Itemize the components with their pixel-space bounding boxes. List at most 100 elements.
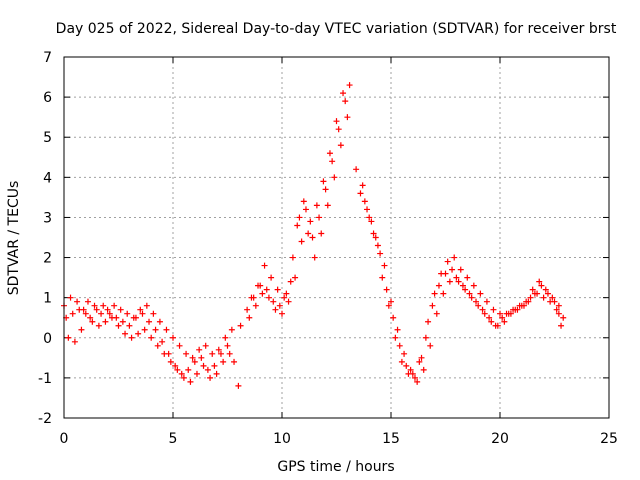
- data-point: [146, 318, 153, 325]
- data-point: [433, 310, 440, 317]
- data-point: [270, 298, 277, 305]
- data-point: [331, 174, 338, 181]
- data-point: [137, 306, 144, 313]
- data-point: [296, 214, 303, 221]
- y-tick-label: -1: [38, 371, 52, 387]
- data-point: [531, 290, 538, 297]
- y-tick-label: 4: [43, 170, 52, 186]
- data-point: [318, 230, 325, 237]
- data-point: [313, 202, 320, 209]
- data-point: [148, 334, 155, 341]
- series-2: [63, 114, 565, 385]
- y-tick-label: 3: [43, 210, 52, 226]
- data-point: [263, 286, 270, 293]
- data-point: [470, 282, 477, 289]
- data-point: [479, 306, 486, 313]
- data-point: [403, 362, 410, 369]
- data-point: [228, 326, 235, 333]
- data-point: [95, 322, 102, 329]
- data-point: [76, 306, 83, 313]
- data-point: [130, 314, 137, 321]
- data-point: [416, 358, 423, 365]
- data-point: [174, 366, 181, 373]
- data-point: [468, 294, 475, 301]
- data-point: [154, 342, 161, 349]
- data-point: [414, 378, 421, 385]
- data-point: [427, 342, 434, 349]
- data-point: [89, 318, 96, 325]
- data-point: [93, 306, 100, 313]
- data-point: [209, 350, 216, 357]
- x-tick-labels: 0 5 10 15 20 25: [60, 431, 618, 447]
- data-point: [364, 206, 371, 213]
- data-point: [333, 118, 340, 125]
- data-point: [189, 354, 196, 361]
- data-point: [307, 218, 314, 225]
- data-point: [488, 318, 495, 325]
- data-point: [196, 346, 203, 353]
- data-point: [198, 354, 205, 361]
- data-point: [462, 286, 469, 293]
- data-point: [224, 342, 231, 349]
- data-point: [337, 142, 344, 149]
- data-point: [248, 294, 255, 301]
- data-point: [237, 322, 244, 329]
- data-point: [555, 302, 562, 309]
- data-point: [150, 310, 157, 317]
- data-point: [180, 374, 187, 381]
- data-point: [176, 342, 183, 349]
- data-point: [353, 166, 360, 173]
- data-point: [213, 370, 220, 377]
- data-point: [392, 334, 399, 341]
- chart-title: Day 025 of 2022, Sidereal Day-to-day VTE…: [56, 21, 617, 37]
- data-point: [344, 114, 351, 121]
- data-point: [217, 350, 224, 357]
- data-point: [128, 334, 135, 341]
- data-point: [322, 186, 329, 193]
- data-point: [418, 354, 425, 361]
- x-tick-label: 20: [491, 431, 509, 447]
- data-point: [505, 310, 512, 317]
- data-point: [126, 322, 133, 329]
- data-point: [124, 310, 131, 317]
- data-point: [542, 286, 549, 293]
- data-point: [285, 298, 292, 305]
- plot-frame: [63, 56, 610, 419]
- data-point: [265, 294, 272, 301]
- data-point: [492, 322, 499, 329]
- data-point: [276, 302, 283, 309]
- data-point: [106, 310, 113, 317]
- data-point: [377, 250, 384, 257]
- data-point: [451, 254, 458, 261]
- data-point: [558, 322, 565, 329]
- data-point: [425, 318, 432, 325]
- data-point: [394, 326, 401, 333]
- data-point: [555, 310, 562, 317]
- data-point: [185, 366, 192, 373]
- data-point: [272, 306, 279, 313]
- data-point: [143, 302, 150, 309]
- data-point: [259, 290, 266, 297]
- data-point: [300, 198, 307, 205]
- data-point: [422, 334, 429, 341]
- data-point: [191, 358, 198, 365]
- data-point: [183, 350, 190, 357]
- data-point: [156, 318, 163, 325]
- data-point: [87, 314, 94, 321]
- data-point: [466, 290, 473, 297]
- y-tick-label: 2: [43, 251, 52, 267]
- data-point: [544, 290, 551, 297]
- data-point: [538, 282, 545, 289]
- data-point: [98, 310, 105, 317]
- data-point: [420, 366, 427, 373]
- data-point: [115, 322, 122, 329]
- data-point: [431, 290, 438, 297]
- y-tick-label: 6: [43, 90, 52, 106]
- data-point: [449, 266, 456, 273]
- data-point: [525, 298, 532, 305]
- data-point: [540, 294, 547, 301]
- data-point: [518, 302, 525, 309]
- data-point: [187, 378, 194, 385]
- data-point: [283, 290, 290, 297]
